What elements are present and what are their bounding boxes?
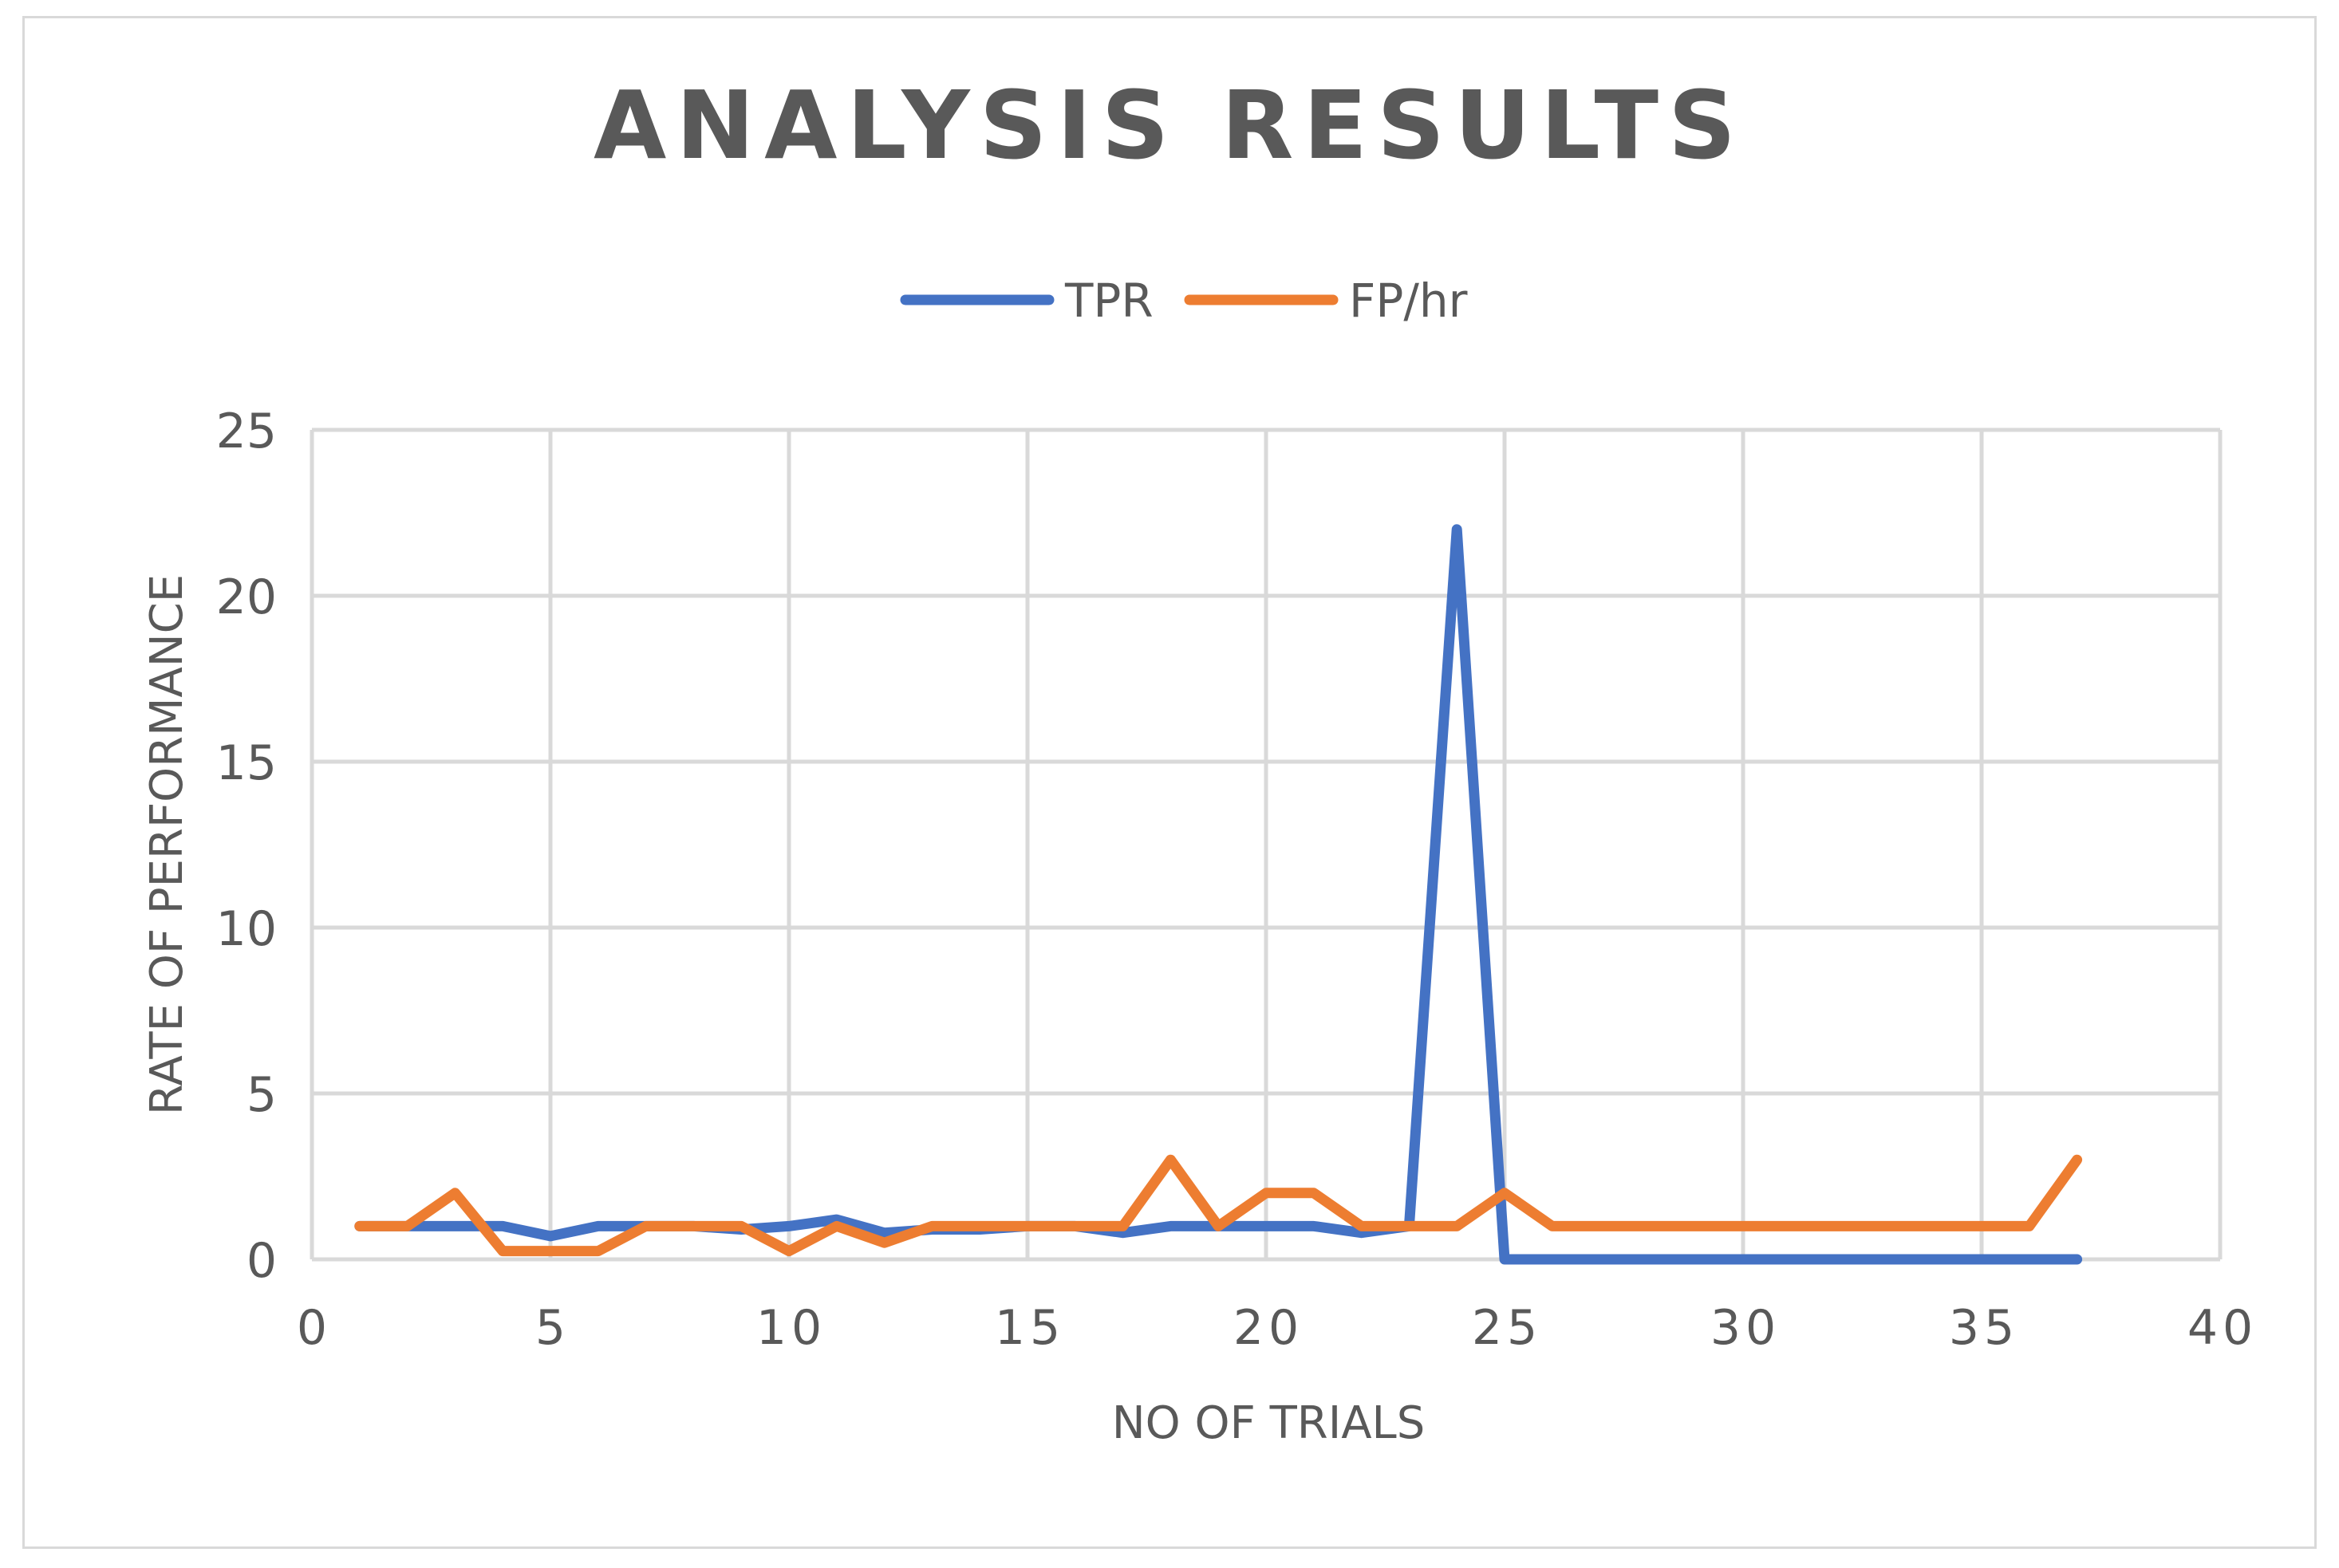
series-line-fp-hr <box>360 1160 2077 1251</box>
x-axis-label: NO OF TRIALS <box>1112 1397 1426 1449</box>
y-tick-label: 15 <box>216 735 277 791</box>
x-tick-label: 5 <box>535 1300 570 1356</box>
x-tick-label: 15 <box>995 1300 1065 1356</box>
x-tick-label: 10 <box>756 1300 826 1356</box>
y-tick-label: 20 <box>216 569 277 625</box>
series-lines <box>360 530 2077 1259</box>
y-tick-label: 0 <box>247 1233 277 1289</box>
legend-label-tpr: TPR <box>1064 274 1154 328</box>
series-line-tpr <box>360 530 2077 1259</box>
x-tick-label: 40 <box>2187 1300 2258 1356</box>
chart-frame: ANALYSIS RESULTS TPR FP/hr 0 5 10 15 20 25 0 5 10… <box>22 16 2317 1549</box>
y-axis-label: RATE OF PERFORMANCE <box>141 574 193 1115</box>
legend-label-fp-hr: FP/hr <box>1349 274 1468 328</box>
x-tick-label: 20 <box>1233 1300 1304 1356</box>
x-tick-label: 30 <box>1710 1300 1781 1356</box>
legend: TPR FP/hr <box>905 274 1468 328</box>
line-chart: ANALYSIS RESULTS TPR FP/hr 0 5 10 15 20 25 0 5 10… <box>25 18 2314 1546</box>
x-tick-label: 35 <box>1949 1300 2019 1356</box>
y-tick-label: 25 <box>216 404 277 459</box>
x-tick-label: 0 <box>297 1300 332 1356</box>
chart-title: ANALYSIS RESULTS <box>594 70 1745 180</box>
y-tick-label: 5 <box>247 1067 277 1123</box>
x-tick-label: 25 <box>1472 1300 1542 1356</box>
y-tick-label: 10 <box>216 901 277 957</box>
gridlines <box>312 430 2220 1259</box>
